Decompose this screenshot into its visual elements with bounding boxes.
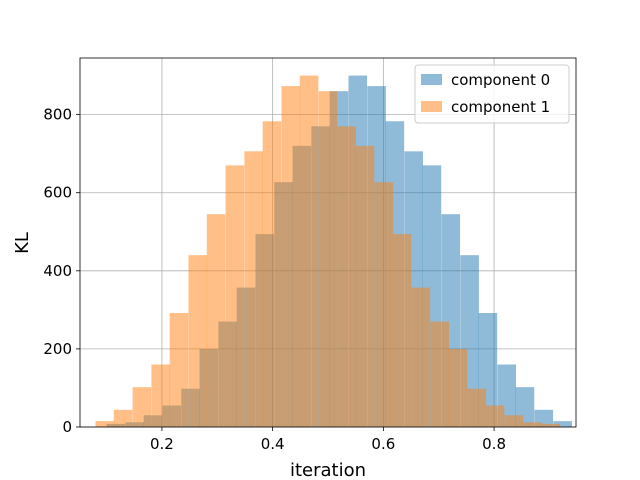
histogram-bar-series-1 bbox=[132, 387, 152, 427]
histogram-bar-series-1 bbox=[151, 364, 171, 427]
histogram-bar-series-1 bbox=[244, 151, 264, 428]
x-axis-label: iteration bbox=[290, 460, 366, 480]
histogram-bar-series-1 bbox=[337, 126, 357, 427]
legend-swatch bbox=[421, 101, 442, 112]
histogram-bar-series-1 bbox=[262, 121, 282, 427]
histogram-bar-series-1 bbox=[467, 388, 487, 427]
legend-label: component 0 bbox=[451, 71, 550, 89]
legend-label: component 1 bbox=[451, 98, 550, 116]
histogram-bar-series-1 bbox=[523, 422, 543, 427]
x-tick-label: 0.2 bbox=[150, 435, 174, 453]
histogram-bar-series-1 bbox=[169, 312, 189, 427]
axis-ticks: 0.2 0.4 0.6 0.8 0 200 400 600 800 bbox=[43, 106, 506, 453]
histogram-bar-series-1 bbox=[541, 423, 561, 427]
legend-swatch bbox=[421, 74, 442, 85]
histogram-bar-series-1 bbox=[318, 91, 338, 427]
legend: component 0 component 1 bbox=[414, 64, 570, 124]
y-tick-label: 0 bbox=[62, 418, 72, 436]
histogram-bar-series-1 bbox=[281, 86, 301, 427]
histogram-bar-series-1 bbox=[188, 255, 208, 427]
histogram-bars bbox=[95, 75, 572, 428]
histogram-bar-series-1 bbox=[206, 214, 226, 427]
y-tick-label: 400 bbox=[43, 262, 72, 280]
y-tick-label: 800 bbox=[43, 106, 72, 124]
histogram-bar-series-1 bbox=[355, 145, 375, 427]
histogram-bar-series-1 bbox=[113, 409, 133, 427]
x-tick-label: 0.6 bbox=[371, 435, 395, 453]
histogram-bar-series-1 bbox=[504, 415, 524, 427]
histogram-bar-series-1 bbox=[411, 287, 431, 427]
x-tick-label: 0.8 bbox=[482, 435, 506, 453]
histogram-bar-series-1 bbox=[95, 421, 115, 427]
histogram-bar-series-1 bbox=[299, 75, 319, 428]
histogram-bar-series-1 bbox=[374, 182, 394, 427]
plot-frame bbox=[79, 57, 577, 428]
y-axis-label: KL bbox=[12, 232, 33, 254]
legend-box bbox=[414, 64, 570, 124]
y-tick-label: 200 bbox=[43, 340, 72, 358]
histogram-bar-series-1 bbox=[430, 321, 450, 427]
histogram-bar-series-0 bbox=[553, 421, 572, 427]
histogram-bar-series-1 bbox=[485, 405, 505, 427]
histogram-bar-series-1 bbox=[392, 234, 412, 427]
histogram-bar-series-1 bbox=[448, 348, 468, 427]
y-tick-label: 600 bbox=[43, 184, 72, 202]
histogram-bar-series-1 bbox=[225, 165, 245, 427]
x-tick-label: 0.4 bbox=[261, 435, 285, 453]
